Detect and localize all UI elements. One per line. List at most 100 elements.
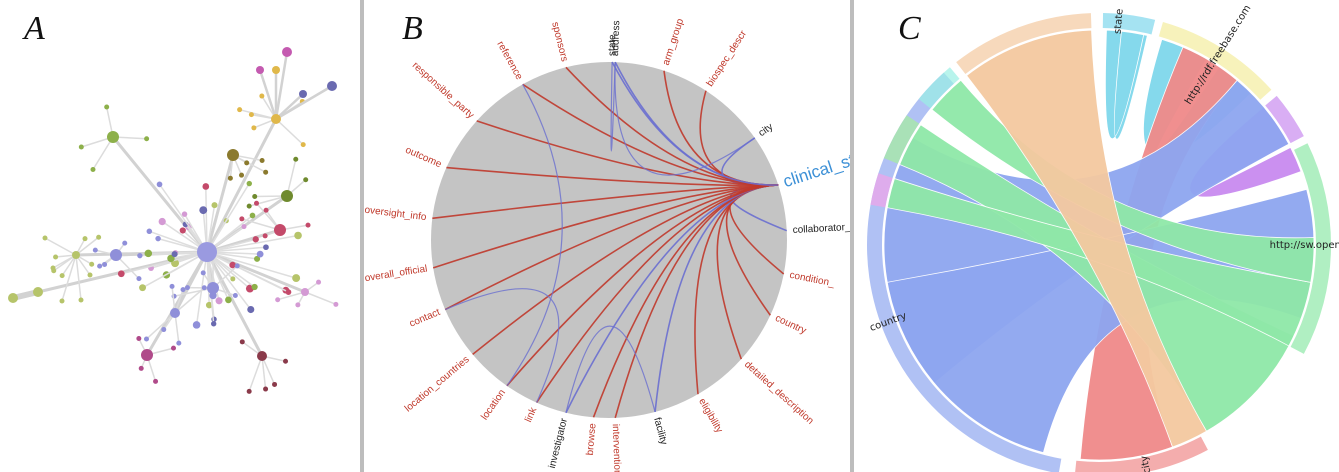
chord-ribbon [931,79,1315,283]
network-node [122,240,128,246]
network-edge [205,250,307,294]
network-edge [52,254,77,269]
network-edge [75,254,82,301]
chord-diagram: state http://rdf.freebase.comhttp://sw.op… [867,3,1339,472]
panel-c: C state http://rdf.freebase.com http://sw.… [854,0,1339,472]
bundle-label-18: overall_official [364,263,428,284]
bundle-label-24: state [607,34,618,56]
bundle-label-8: detailed_description [742,359,815,427]
network-node [144,136,150,142]
network-edge [304,291,337,306]
bundle-edge [432,184,779,220]
network-node [256,250,264,258]
panel-b-label: B [402,10,423,47]
network-node [158,217,166,226]
bundle-label-21: responsible_party [410,60,476,121]
network-node [89,261,95,267]
network-hub [33,287,43,297]
network-node [234,263,240,269]
network-edge [206,234,299,253]
network-edge [158,183,208,253]
chord-arc-4 [1075,436,1208,472]
network-node [102,261,108,267]
network-node [263,169,269,175]
network-edge [174,312,180,344]
bundle-label-11: intervention [610,424,623,472]
network-node [176,340,182,346]
network-node [181,211,188,217]
network-node [144,249,153,258]
network-node [292,274,301,283]
network-node [293,156,299,162]
bundle-edge [611,61,779,186]
bundle-edge [614,62,756,176]
network-node [155,235,161,242]
network-node [248,112,254,118]
chord-arc-0 [1102,13,1156,35]
bundle-label-5: collaborator_ [792,222,850,236]
network-node [146,228,153,235]
network-node [87,272,93,278]
bundle-edge [610,62,616,152]
network-hub [107,131,119,143]
network-node [136,276,142,282]
bundle-label-22: reference [494,40,524,83]
network-node [153,378,159,384]
network-node [136,336,142,342]
network-edge [261,355,267,390]
network-node [262,233,268,239]
network-edge [275,84,333,121]
network-node [200,270,206,276]
network-node [300,142,306,148]
bundle-label-16: location_countries [403,354,472,414]
network-node [215,297,223,305]
bundle-edge [444,184,779,311]
network-edge [142,251,208,289]
network-edge [173,250,209,315]
network-node [285,289,292,295]
network-edge [206,183,250,253]
network-node [170,345,176,351]
network-edge [206,251,252,311]
network-edge [75,236,100,256]
network-node [241,224,247,230]
network-node [205,301,213,309]
network-node [78,144,84,150]
network-node [249,212,256,219]
network-node [259,157,265,163]
network-node [82,236,88,242]
network-node [237,107,243,113]
chord-arc-2 [1265,95,1304,144]
network-hub [207,282,219,294]
network-node [184,285,190,291]
chord-arc-1 [1158,21,1272,100]
bundle-label-7: country [773,313,807,337]
network-node [90,167,96,173]
network-node [180,287,186,293]
chord-label-3: http://sw.opencyc.org [1270,240,1339,251]
bundle-label-4: clinical_study [781,142,850,191]
bundle-label-9: eligibility [696,397,724,435]
network-node [104,104,110,110]
network-node [272,381,278,387]
network-edge [275,93,304,120]
network-node [303,177,309,183]
network-edge [174,287,205,314]
bundle-label-20: outcome [404,145,444,171]
bundle-label-13: investigator [547,417,570,470]
network-node [192,321,201,329]
divider-right [850,0,854,472]
network-edge [44,237,77,256]
chord-arc-9 [956,13,1092,75]
network-node [283,358,289,364]
network-node [327,81,337,91]
network-node [97,263,103,269]
network-node [202,183,210,190]
network-node [254,200,260,206]
network-edge [206,251,297,279]
network-node [246,180,252,187]
chord-ribbon [966,29,1208,448]
network-node [252,193,258,199]
network-node [78,297,84,303]
